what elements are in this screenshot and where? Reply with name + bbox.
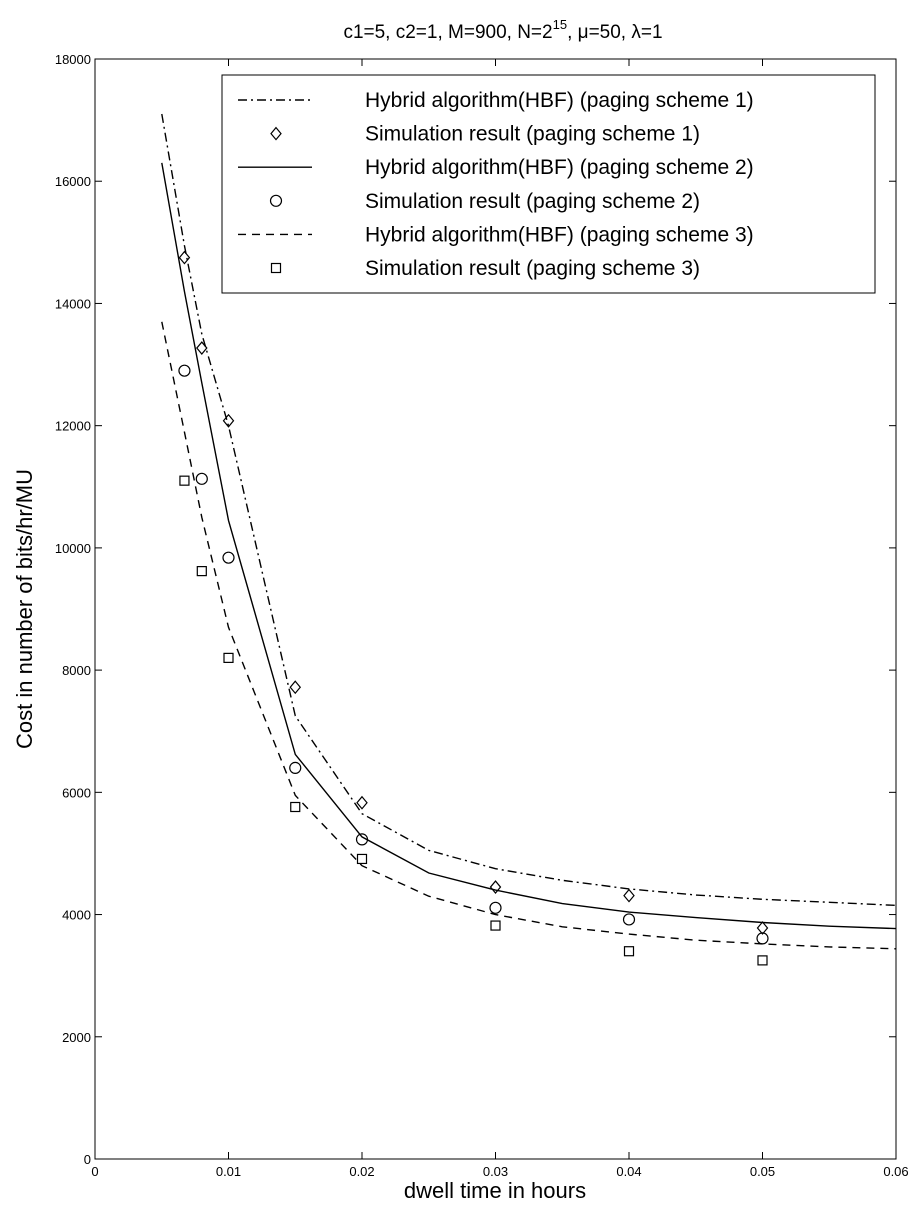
x-axis-title: dwell time in hours: [404, 1178, 586, 1203]
legend-marker-swatch: [269, 194, 283, 207]
legend-label: Simulation result (paging scheme 2): [365, 190, 700, 213]
data-point-circle: [756, 932, 769, 945]
x-tick-label: 0.01: [216, 1164, 241, 1179]
y-tick-label: 6000: [62, 785, 91, 800]
data-point-circle: [178, 364, 191, 377]
x-tick-label: 0.03: [483, 1164, 508, 1179]
legend-entry: Simulation result (paging scheme 1): [270, 123, 700, 146]
data-point-circle: [289, 761, 302, 774]
x-tick-label: 0: [91, 1164, 98, 1179]
data-point-circle: [489, 901, 502, 914]
y-tick-label: 4000: [62, 908, 91, 923]
data-point-square: [757, 955, 768, 966]
legend-marker-swatch: [270, 126, 282, 141]
legend-label: Hybrid algorithm(HBF) (paging scheme 2): [365, 156, 754, 179]
svg-text:c1=5, c2=1, M=900, N=215, μ=50: c1=5, c2=1, M=900, N=215, μ=50, λ=1: [343, 17, 662, 43]
data-point-square: [223, 652, 234, 663]
series-4: [178, 364, 769, 945]
data-point-diamond: [289, 680, 302, 695]
chart-title-exponent: 15: [553, 17, 567, 32]
legend-label: Hybrid algorithm(HBF) (paging scheme 1): [365, 89, 754, 112]
chart-title-suffix: , μ=50, λ=1: [567, 22, 662, 43]
series-2: [178, 250, 769, 935]
legend: Hybrid algorithm(HBF) (paging scheme 1) S…: [221, 74, 876, 294]
series-5: [161, 321, 897, 950]
series-3: [161, 162, 897, 930]
y-tick-label: 2000: [62, 1030, 91, 1045]
data-point-square: [196, 566, 207, 577]
legend-label: Simulation result (paging scheme 3): [365, 257, 700, 280]
data-point-diamond: [222, 413, 235, 428]
y-tick-label: 16000: [55, 174, 91, 189]
series-line: [161, 162, 897, 930]
legend-entry: Simulation result (paging scheme 2): [269, 190, 700, 213]
data-point-diamond: [623, 888, 635, 903]
y-tick-label: 12000: [55, 419, 91, 434]
legend-label: Hybrid algorithm(HBF) (paging scheme 3): [365, 223, 754, 246]
legend-entry: Simulation result (paging scheme 3): [270, 257, 700, 280]
series-layer: [161, 113, 897, 966]
legend-entry: Hybrid algorithm(HBF) (paging scheme 2): [238, 156, 754, 179]
y-tick-label: 8000: [62, 663, 91, 678]
y-tick-label: 10000: [55, 541, 91, 556]
legend-box: [221, 74, 876, 294]
legend-entry: Hybrid algorithm(HBF) (paging scheme 1): [238, 89, 754, 112]
x-tick-label: 0.02: [349, 1164, 374, 1179]
x-tick-label: 0.05: [750, 1164, 775, 1179]
series-6: [179, 475, 768, 966]
data-point-circle: [355, 833, 369, 846]
data-point-square: [356, 853, 368, 865]
legend-marker-swatch: [270, 262, 282, 274]
legend-label: Simulation result (paging scheme 1): [365, 123, 700, 146]
data-point-circle: [622, 913, 636, 926]
data-point-diamond: [489, 880, 502, 894]
legend-entry: Hybrid algorithm(HBF) (paging scheme 3): [238, 223, 754, 246]
y-tick-label: 14000: [55, 296, 91, 311]
data-point-diamond: [178, 250, 191, 265]
data-point-diamond: [756, 921, 769, 935]
data-point-square: [623, 946, 635, 957]
series-line: [161, 321, 897, 950]
chart-title-prefix: c1=5, c2=1, M=900, N=2: [343, 22, 552, 43]
data-point-square: [290, 801, 301, 813]
y-axis-title: Cost in number of bits/hr/MU: [12, 469, 37, 749]
data-point-circle: [195, 472, 208, 485]
data-point-square: [179, 475, 190, 486]
data-point-circle: [222, 551, 235, 564]
data-point-diamond: [196, 341, 208, 355]
data-point-diamond: [356, 795, 368, 810]
data-point-square: [490, 920, 501, 931]
chart-title: c1=5, c2=1, M=900, N=215, μ=50, λ=1: [343, 17, 662, 43]
x-tick-label: 0.06: [883, 1164, 908, 1179]
y-tick-label: 18000: [55, 52, 91, 67]
y-tick-label: 0: [84, 1152, 91, 1167]
axis-ticks: 0 0.01 0.02 0.03 0.04 0.05 0.06 0 2000 4000 6000 80…: [55, 52, 909, 1179]
x-tick-label: 0.04: [616, 1164, 641, 1179]
